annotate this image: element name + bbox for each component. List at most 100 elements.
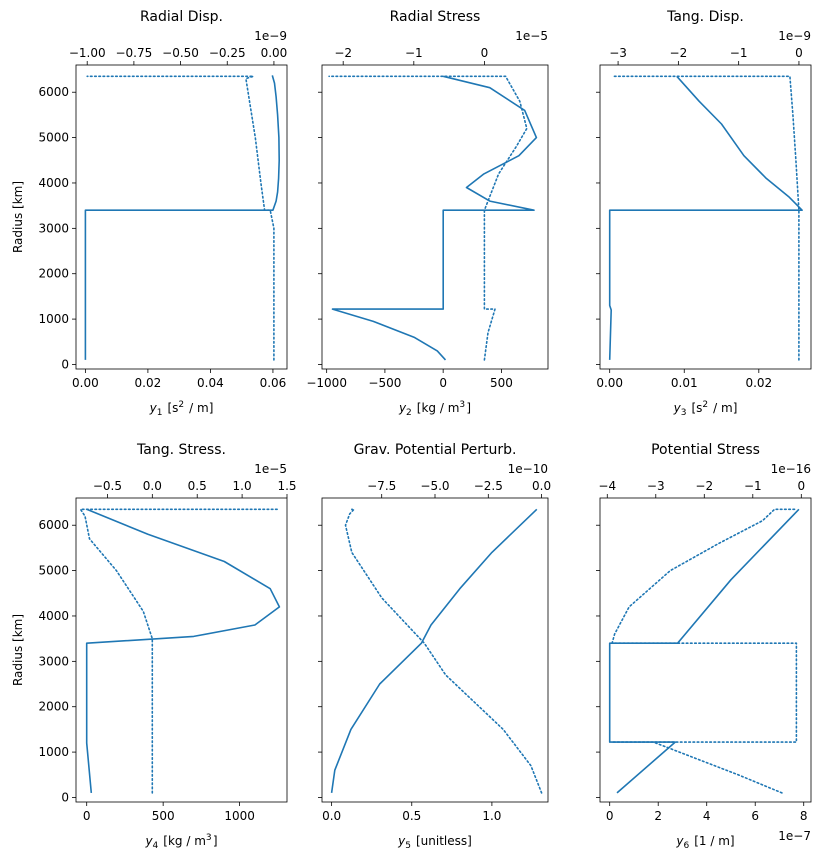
- x-tick-label: 0.02: [745, 376, 772, 390]
- x-axis-label: y5 [unitless]: [397, 834, 472, 851]
- top-tick-label: −5.0: [420, 479, 449, 493]
- top-tick-label: −2: [334, 46, 352, 60]
- x-tick-label: 0: [439, 376, 447, 390]
- x-tick-label: 1.0: [482, 809, 501, 823]
- subplot-2: −1000 −500 0 500 −2 −1 0 1e−5 Radial Stress y2 [k…: [306, 9, 549, 418]
- x-tick-label: 500: [490, 376, 513, 390]
- x-tick-label: 4: [703, 809, 711, 823]
- top-tick-label: −7.5: [367, 479, 396, 493]
- subplot-3: 0.00 0.01 0.02 −3 −2 −1 0 1e−9 Tang. Disp. y3 [s2…: [596, 9, 812, 418]
- x-axis-label: y6 [1 / m]: [675, 834, 734, 851]
- series-solid-line: [608, 75, 803, 360]
- plot-frame: [75, 64, 288, 370]
- series-dotted-line: [611, 75, 800, 361]
- x-tick-label: 0.0: [322, 809, 341, 823]
- top-tick-label: 0: [795, 46, 803, 60]
- x-tick-label: 0.00: [72, 376, 99, 390]
- subplot-4: 0 1000 2000 3000 4000 5000 6000 0 500 1000 −0.5 0.0…: [11, 442, 297, 851]
- x-tick-label: −1000: [306, 376, 347, 390]
- series-dotted-line: [611, 508, 798, 794]
- y-tick-label: 3000: [38, 654, 69, 668]
- top-tick-label: −3: [609, 46, 627, 60]
- x-tick-label: 500: [152, 809, 175, 823]
- x-axis-label: y2 [kg / m3 ]: [398, 400, 471, 418]
- y-tick-label: 5000: [38, 564, 69, 578]
- y-tick-label: 1000: [38, 745, 69, 759]
- x-tick-label: −500: [368, 376, 401, 390]
- y-tick-label: 3000: [38, 221, 69, 235]
- top-tick-label: −1.00: [69, 46, 106, 60]
- top-tick-label: −1: [730, 46, 748, 60]
- x-tick-label: 0: [83, 809, 91, 823]
- top-axis-exponent: 1e−10: [508, 462, 548, 476]
- top-tick-label: 0.0: [143, 479, 162, 493]
- top-tick-label: 0: [797, 479, 805, 493]
- subplot-1: 0 1000 2000 3000 4000 5000 6000 0.00 0.02 0.04 0.0…: [11, 9, 288, 418]
- top-tick-label: −2: [695, 479, 713, 493]
- y-axis-label: Radius [km]: [11, 614, 25, 686]
- plot-frame: [599, 497, 812, 803]
- series-dotted-line: [86, 75, 275, 361]
- top-tick-label: 1.5: [277, 479, 296, 493]
- series-dotted-line: [79, 508, 279, 794]
- subplot-title: Radial Stress: [390, 9, 481, 25]
- x-tick-label: 1000: [224, 809, 255, 823]
- top-axis-exponent: 1e−5: [254, 462, 287, 476]
- series-solid-line: [330, 508, 538, 794]
- top-tick-label: 1.0: [233, 479, 252, 493]
- top-tick-label: 0: [481, 46, 489, 60]
- y-tick-label: 6000: [38, 518, 69, 532]
- y-tick-label: 6000: [38, 85, 69, 99]
- top-tick-label: 0.0: [532, 479, 551, 493]
- x-tick-label: 0.02: [135, 376, 162, 390]
- series-solid-line: [331, 75, 538, 361]
- x-axis-label: y1 [s2 / m]: [149, 400, 214, 418]
- top-axis-exponent: 1e−9: [254, 29, 287, 43]
- y-tick-label: 2000: [38, 267, 69, 281]
- top-tick-label: −2.5: [474, 479, 503, 493]
- x-tick-label: 0.04: [197, 376, 224, 390]
- top-tick-label: −0.75: [115, 46, 152, 60]
- top-axis-exponent: 1e−5: [515, 29, 548, 43]
- top-axis-exponent: 1e−16: [771, 462, 811, 476]
- y-tick-label: 4000: [38, 176, 69, 190]
- top-tick-label: 0.5: [188, 479, 207, 493]
- top-tick-label: −0.5: [93, 479, 122, 493]
- plot-frame: [599, 64, 812, 370]
- subplot-title: Radial Disp.: [140, 9, 223, 25]
- x-tick-label: 8: [800, 809, 808, 823]
- top-tick-label: −2: [670, 46, 688, 60]
- x-tick-label: 2: [654, 809, 662, 823]
- top-tick-label: −3: [647, 479, 665, 493]
- x-tick-label: 0.00: [596, 376, 623, 390]
- series-solid-line: [84, 75, 280, 360]
- x-tick-label: 6: [751, 809, 759, 823]
- x-axis-label: y4 [kg / m3 ]: [144, 833, 217, 851]
- x-tick-label: 0.5: [402, 809, 421, 823]
- plot-frame: [75, 497, 288, 803]
- series-solid-line: [608, 508, 800, 794]
- top-tick-label: −0.50: [162, 46, 199, 60]
- series-dotted-line: [344, 508, 543, 794]
- top-tick-label: −0.25: [209, 46, 246, 60]
- subplot-title: Tang. Disp.: [666, 9, 744, 25]
- x-tick-label: 0: [606, 809, 614, 823]
- x-axis-label: y3 [s2 / m]: [673, 400, 738, 418]
- x-tick-label: 0.01: [671, 376, 698, 390]
- top-tick-label: −1: [744, 479, 762, 493]
- top-tick-label: 0.00: [261, 46, 288, 60]
- subplot-6: 0 2 4 6 8 1e−7 −4 −3 −2 −1 0 1e−16 Potential Stress y…: [596, 442, 812, 851]
- series-dotted-line: [328, 75, 528, 361]
- plot-frame: [321, 64, 549, 370]
- y-axis-label: Radius [km]: [11, 181, 25, 253]
- x-tick-label: 0.06: [260, 376, 287, 390]
- subplot-title: Grav. Potential Perturb.: [354, 442, 517, 458]
- plot-frame: [321, 497, 549, 803]
- top-tick-label: −4: [598, 479, 616, 493]
- y-tick-label: 1000: [38, 312, 69, 326]
- series-solid-line: [85, 508, 281, 793]
- subplot-5: 0.0 0.5 1.0 −7.5 −5.0 −2.5 0.0 1e−10 Grav. Poten…: [318, 442, 551, 851]
- y-tick-label: 5000: [38, 131, 69, 145]
- y-tick-label: 0: [61, 790, 69, 804]
